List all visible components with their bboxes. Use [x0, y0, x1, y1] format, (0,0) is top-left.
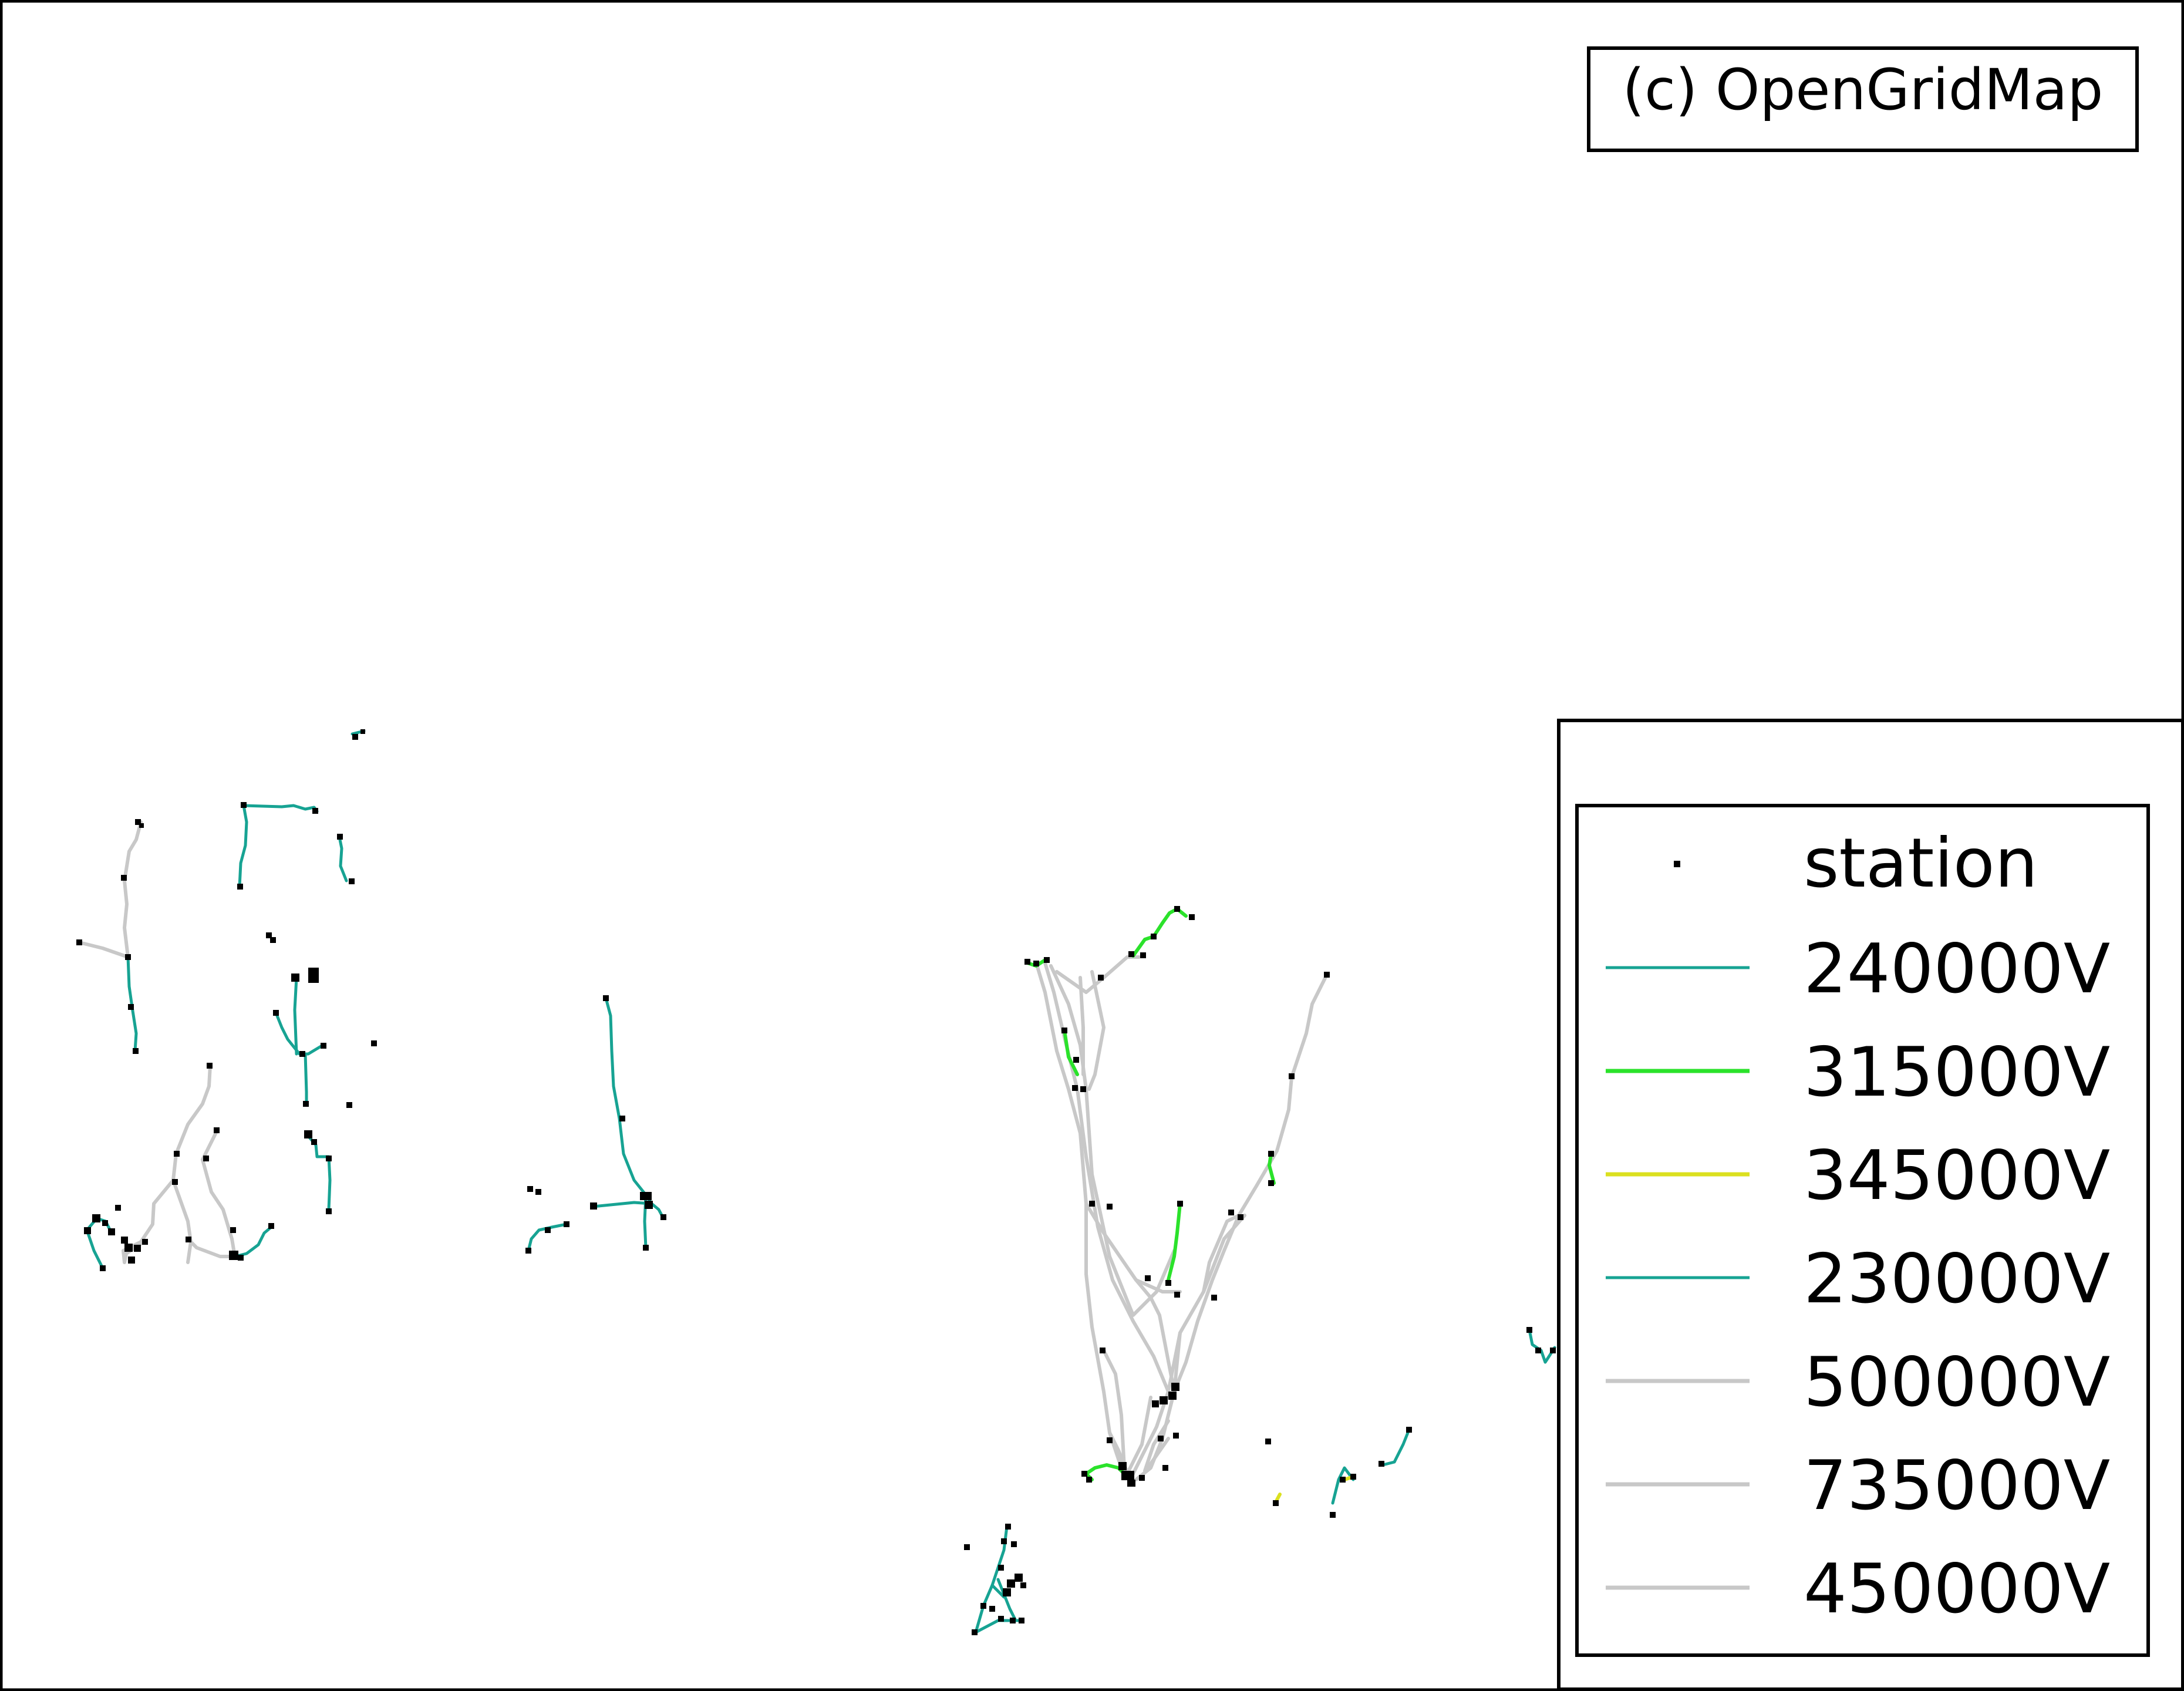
- hv-grey-lines: [77, 820, 1329, 1481]
- legend-label-0: 240000V: [1804, 929, 2110, 1009]
- legend-item-voltage-4: 500000V: [1606, 1343, 2110, 1422]
- legend-item-voltage-5: 735000V: [1606, 1446, 2110, 1525]
- legend-label-2: 345000V: [1804, 1136, 2110, 1215]
- attribution-text: (c) OpenGridMap: [1623, 57, 2104, 123]
- legend-item-voltage-3: 230000V: [1606, 1239, 2110, 1319]
- legend-label-6: 450000V: [1804, 1549, 2110, 1629]
- legend-label-4: 500000V: [1804, 1343, 2110, 1422]
- legend-item-voltage-6: 450000V: [1606, 1549, 2110, 1629]
- legend-label-1: 315000V: [1804, 1033, 2110, 1112]
- hv-teal-lines: [85, 729, 1556, 1634]
- legend-panel: station 240000V 315000V 345000V 230000V …: [1557, 719, 2184, 1691]
- legend-item-station: station: [1674, 824, 2038, 903]
- legend-item-voltage-1: 315000V: [1606, 1033, 2110, 1112]
- legend-item-voltage-0: 240000V: [1606, 929, 2110, 1009]
- legend-item-voltage-2: 345000V: [1606, 1136, 2110, 1215]
- stations: [76, 729, 1556, 1635]
- legend-label-5: 735000V: [1804, 1446, 2110, 1525]
- attribution-box: (c) OpenGridMap: [1587, 46, 2139, 152]
- legend-label-station: station: [1804, 824, 2038, 903]
- station-marker-icon: [1674, 861, 1680, 867]
- legend-label-3: 230000V: [1804, 1239, 2110, 1319]
